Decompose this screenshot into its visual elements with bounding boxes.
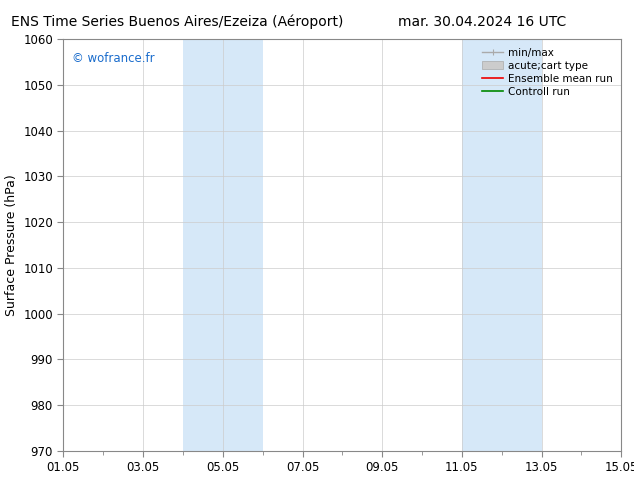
Text: © wofrance.fr: © wofrance.fr <box>72 51 155 65</box>
Text: mar. 30.04.2024 16 UTC: mar. 30.04.2024 16 UTC <box>398 15 566 29</box>
Text: ENS Time Series Buenos Aires/Ezeiza (Aéroport): ENS Time Series Buenos Aires/Ezeiza (Aér… <box>11 15 344 29</box>
Bar <box>183 39 223 451</box>
Bar <box>223 39 262 451</box>
Legend: min/max, acute;cart type, Ensemble mean run, Controll run: min/max, acute;cart type, Ensemble mean … <box>479 45 616 100</box>
Bar <box>462 39 501 451</box>
Bar <box>501 39 541 451</box>
Y-axis label: Surface Pressure (hPa): Surface Pressure (hPa) <box>4 174 18 316</box>
